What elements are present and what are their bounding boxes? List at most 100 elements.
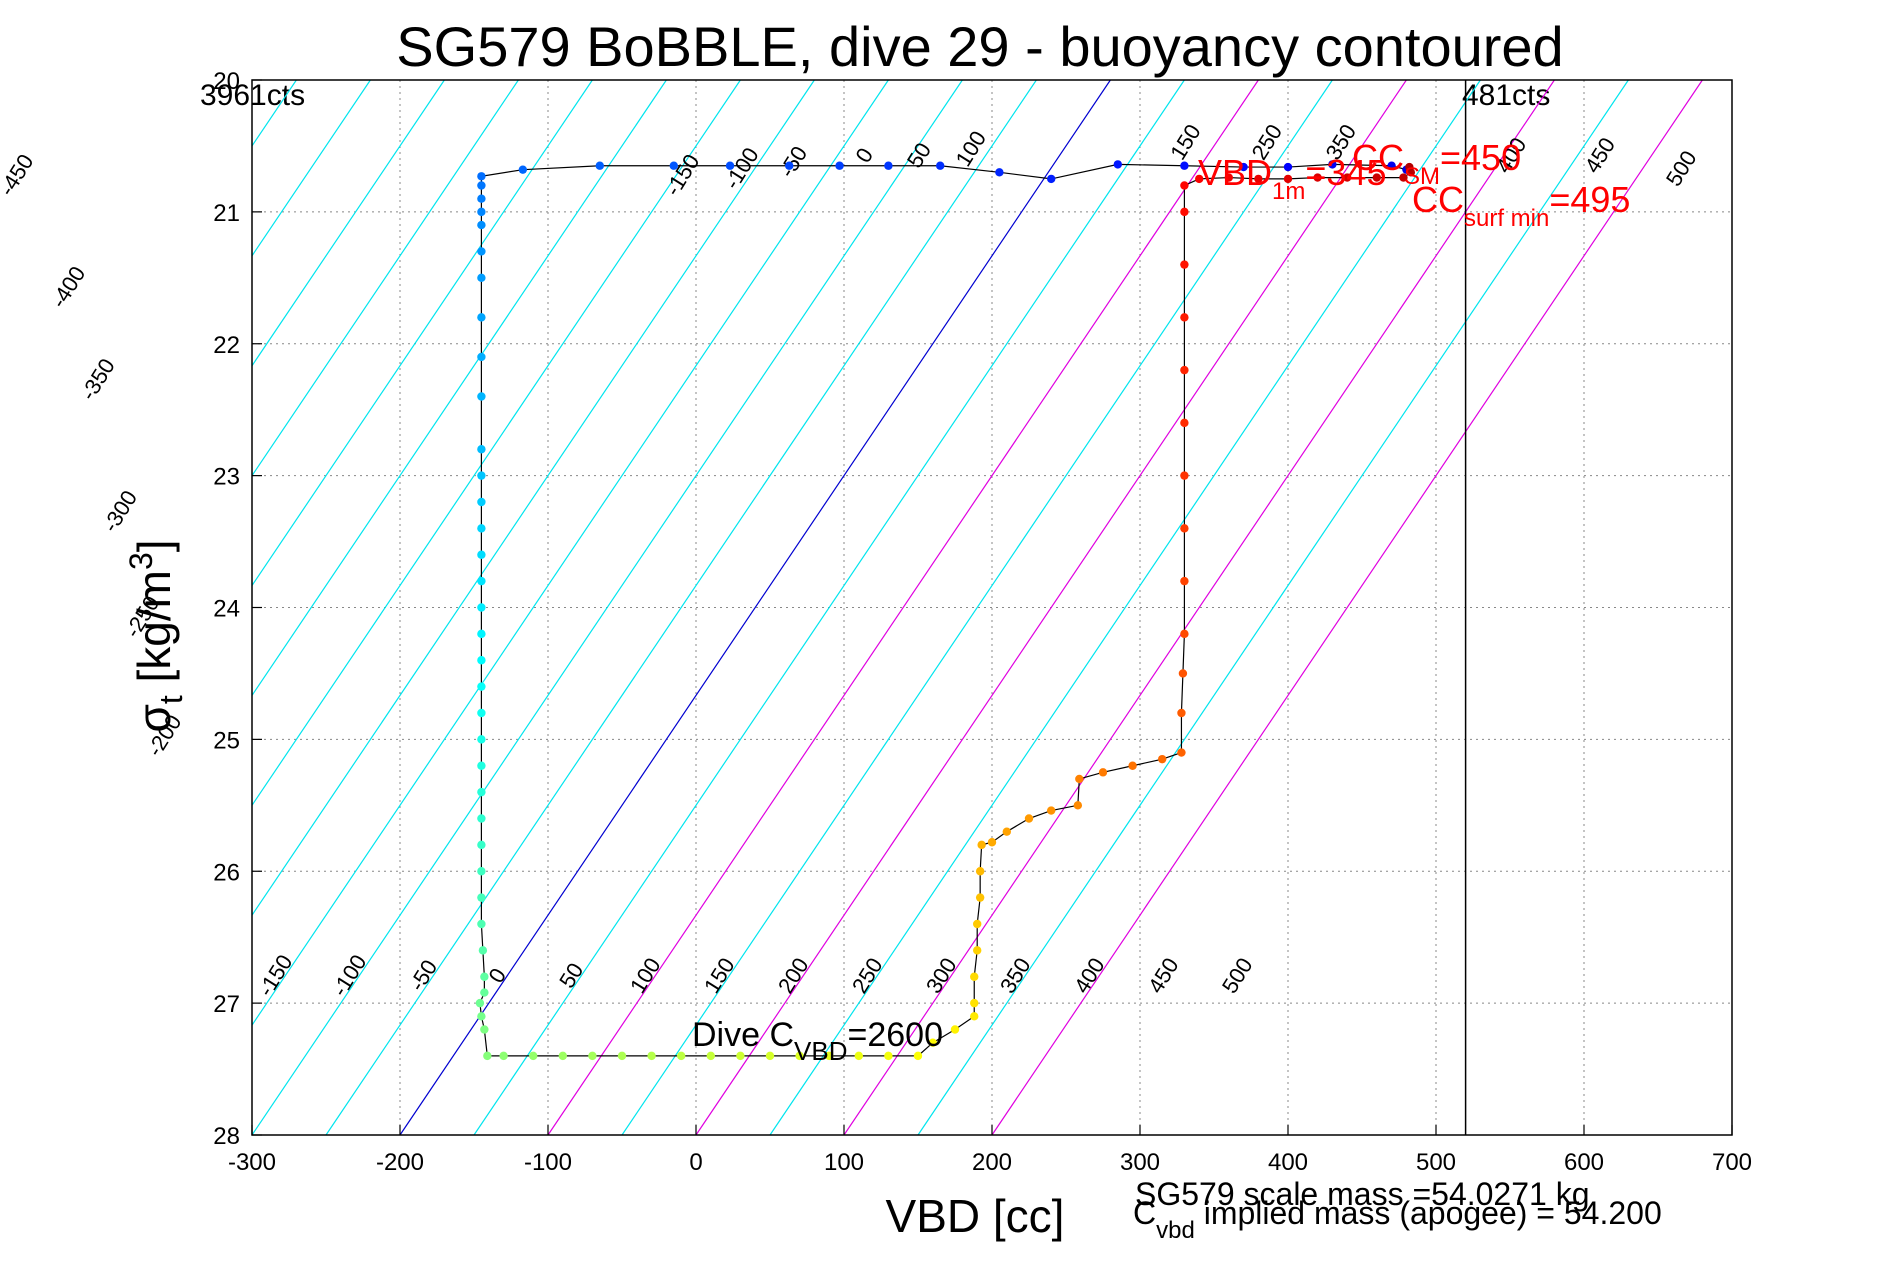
dive-marker	[1098, 768, 1108, 777]
dive-marker	[1313, 173, 1322, 182]
dive-marker	[477, 497, 486, 507]
dive-marker	[477, 445, 486, 454]
dive-marker	[970, 972, 979, 981]
dive-marker	[477, 603, 486, 612]
y-axis-label: σt [kg/m3]	[123, 539, 189, 732]
contour-line	[251, 79, 667, 696]
dive-c-vbd-annotation: Dive CVBD=2600	[692, 1016, 943, 1066]
dive-marker	[1073, 801, 1083, 810]
dive-marker	[1180, 260, 1189, 269]
dive-marker	[1399, 173, 1408, 182]
y-axis-label-unit: [kg/m	[128, 570, 180, 695]
x-tick-label: 600	[1564, 1149, 1604, 1176]
dive-marker	[1180, 629, 1189, 639]
contour-line	[547, 79, 1259, 1136]
x-tick-label: 100	[824, 1149, 864, 1176]
dive-marker	[477, 814, 486, 823]
dive-marker	[1180, 161, 1189, 170]
contour-line	[621, 79, 1333, 1136]
cc-sm-sub: SM	[1404, 163, 1440, 190]
x-tick-label: 0	[689, 1149, 702, 1176]
dive-marker	[1180, 181, 1189, 190]
cc-surf-label: CC	[1412, 179, 1464, 220]
dive-marker	[835, 161, 844, 170]
dive-marker	[477, 840, 486, 850]
x-tick-label: 300	[1120, 1149, 1160, 1176]
dive-marker	[477, 172, 486, 181]
dive-marker	[1372, 173, 1382, 182]
dive-marker	[1405, 162, 1414, 172]
dive-marker	[1180, 207, 1189, 217]
vbd-1m-sub: 1m	[1272, 178, 1305, 205]
contour-line	[251, 79, 741, 806]
y-axis-label-sup: 3	[123, 552, 159, 570]
dive-marker	[1178, 669, 1188, 678]
y-tick-label: 20	[213, 68, 240, 95]
dive-marker	[975, 893, 985, 902]
dive-marker	[1180, 365, 1189, 375]
dive-marker	[518, 165, 528, 174]
dive-marker	[1283, 162, 1293, 172]
dive-marker	[785, 161, 794, 170]
contour-line	[473, 79, 1185, 1136]
dive-marker	[477, 682, 486, 691]
dive-marker	[1239, 162, 1248, 172]
contour-line	[769, 79, 1481, 1136]
dive-marker	[987, 838, 997, 847]
contour-line	[251, 79, 963, 1136]
y-tick-labels: 20 21 22 23 24 25 26 27 28	[213, 68, 262, 1150]
dive-marker	[1177, 708, 1186, 718]
implied-mass-label: C	[1133, 1195, 1156, 1231]
dive-marker	[970, 1012, 979, 1021]
dive-c-sub: VBD	[794, 1036, 847, 1066]
dive-marker	[1180, 313, 1189, 322]
x-tick-label: 400	[1268, 1149, 1308, 1176]
dive-c-value: =2600	[848, 1016, 944, 1054]
dive-marker	[973, 919, 982, 929]
dive-marker	[477, 761, 486, 770]
dive-marker	[588, 1051, 597, 1061]
dive-markers	[475, 160, 1416, 1061]
dive-marker	[477, 708, 486, 718]
dive-marker	[706, 1051, 715, 1061]
dive-marker	[669, 161, 678, 170]
x-tick-label: -300	[228, 1149, 276, 1176]
contour-line	[251, 79, 445, 367]
dive-marker	[1024, 814, 1034, 823]
dive-marker	[477, 735, 486, 744]
right-counts-label: 481cts	[1462, 79, 1550, 112]
dive-marker	[477, 181, 486, 190]
y-tick-label: 25	[213, 727, 240, 754]
dive-marker	[1254, 174, 1263, 184]
x-axis-label: VBD [cc]	[886, 1190, 1065, 1242]
contour-line	[991, 79, 1703, 1136]
dive-marker	[477, 893, 486, 902]
dive-marker	[477, 629, 486, 639]
contour-line	[399, 79, 1111, 1136]
vbd-1m-value: =345	[1305, 152, 1386, 193]
cc-sm-value: =450	[1440, 137, 1521, 178]
dive-marker	[477, 207, 486, 217]
dive-marker	[477, 550, 486, 559]
dive-marker	[973, 946, 982, 955]
dive-marker	[795, 1051, 804, 1061]
y-tick-label: 28	[213, 1123, 240, 1150]
dive-marker	[970, 998, 979, 1008]
dive-marker	[1180, 576, 1189, 586]
dive-marker	[477, 194, 486, 203]
cc-surf-sub: surf min	[1464, 205, 1549, 232]
implied-mass-value: implied mass (apogee) = 54.200	[1195, 1195, 1662, 1231]
dive-marker	[1128, 761, 1137, 770]
dive-marker	[765, 1051, 775, 1061]
dive-marker	[595, 161, 604, 170]
contour-line	[251, 79, 297, 147]
dive-marker	[1177, 748, 1186, 757]
dive-marker	[477, 220, 486, 230]
dive-marker	[477, 247, 486, 256]
chart-title: SG579 BoBBLE, dive 29 - buoyancy contour…	[396, 15, 1563, 78]
dive-marker	[480, 988, 489, 997]
dive-marker	[617, 1051, 627, 1061]
y-axis-label-sub: t	[153, 695, 189, 704]
vbd-1m-label: VBD	[1198, 152, 1272, 193]
